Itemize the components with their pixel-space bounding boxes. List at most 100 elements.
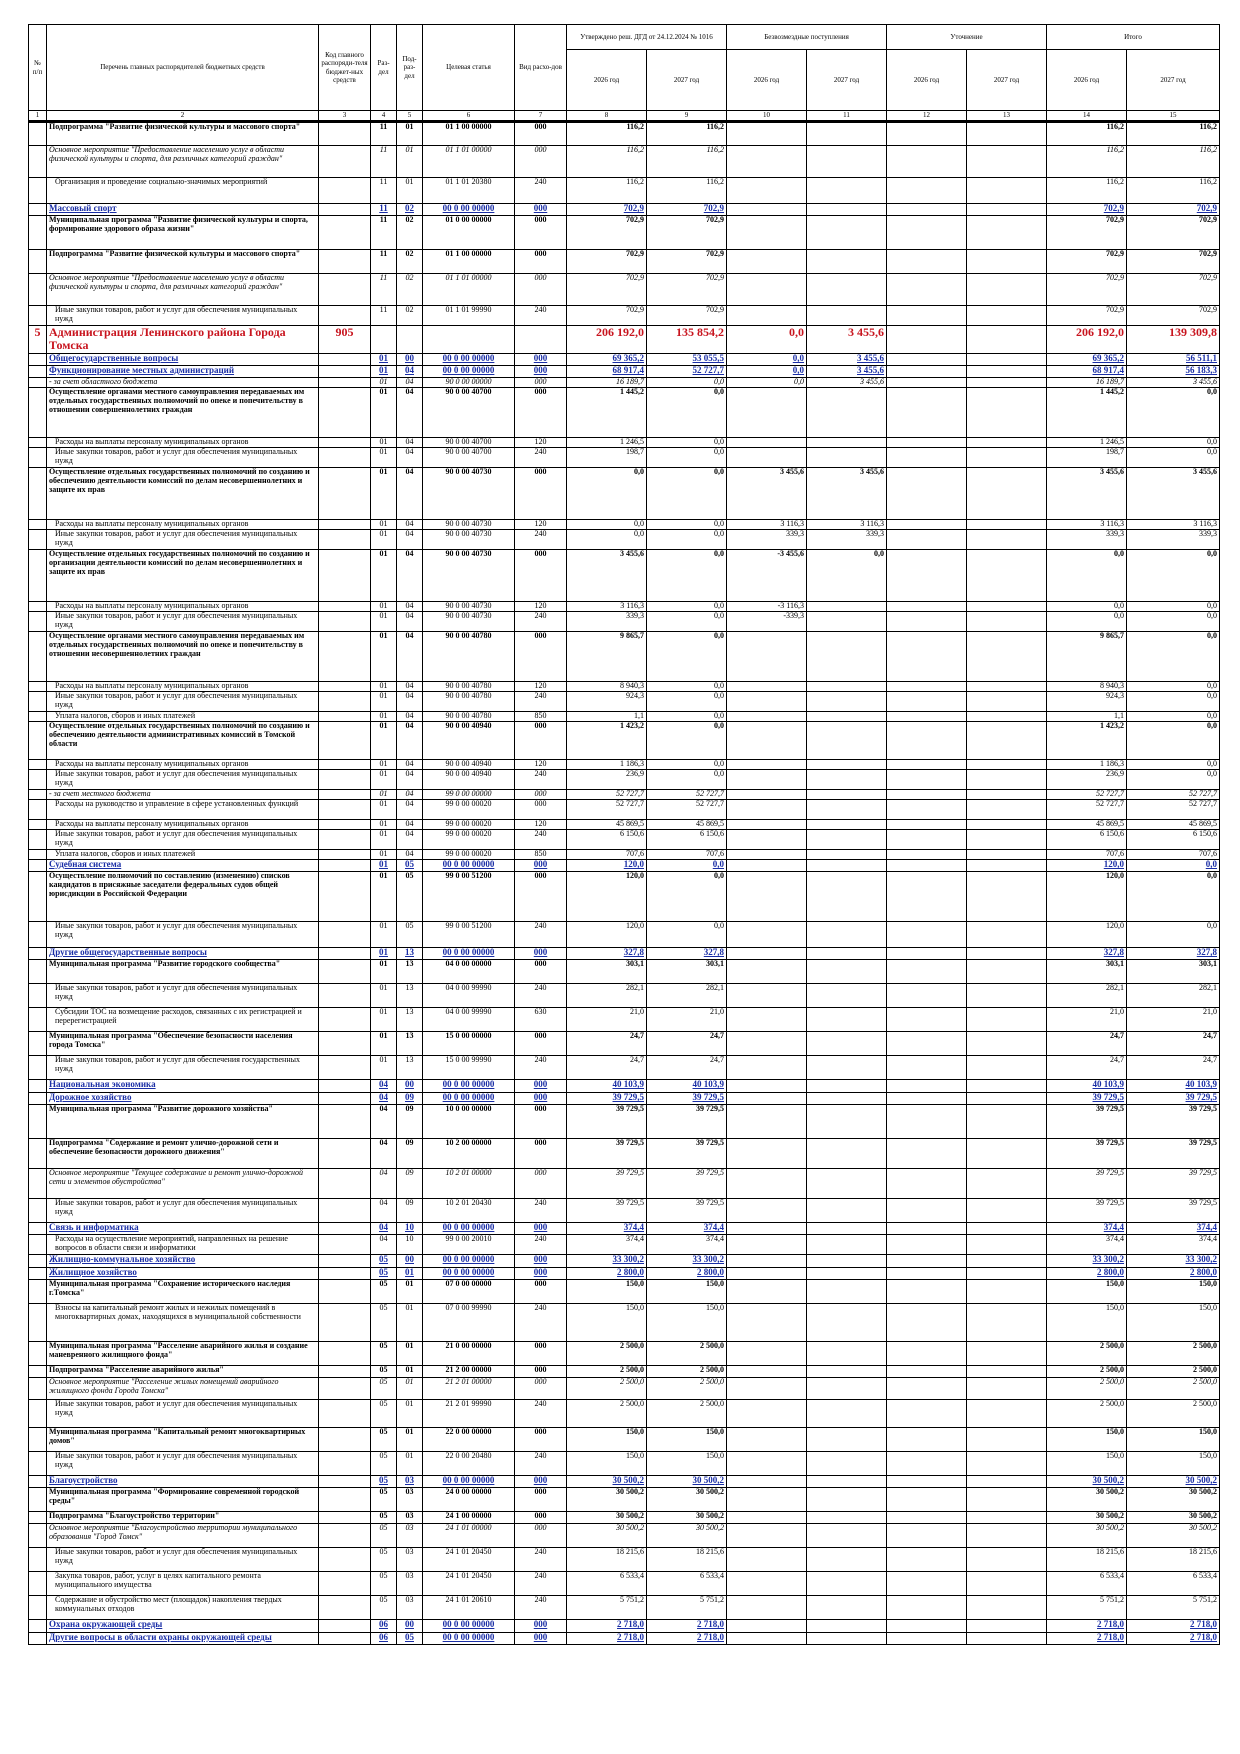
row-razdel: 04 <box>370 1198 397 1223</box>
row-podrazdel: 02 <box>396 215 423 250</box>
table-row: Основное мероприятие "Предоставление нас… <box>28 145 1221 178</box>
row-value: 24,7 <box>1046 1055 1128 1080</box>
row-podrazdel: 04 <box>396 789 423 800</box>
table-row: Иные закупки товаров, работ и услуг для … <box>28 983 1221 1008</box>
table-row: Иные закупки товаров, работ и услуг для … <box>28 691 1221 712</box>
row-value: 0,0 <box>1126 631 1221 682</box>
table-row: - за счет областного бюджета 01 04 90 0 00 … <box>28 377 1221 388</box>
table-row: Жилищно-коммунальное хозяйство 05 00 00 0 0… <box>28 1254 1221 1268</box>
row-vr: 120 <box>514 437 567 448</box>
row-value <box>886 447 968 468</box>
row-value: 24,7 <box>645 1031 728 1056</box>
column-number: 9 <box>645 110 728 123</box>
row-name: - за счет местного бюджета <box>46 789 319 800</box>
row-razdel: 04 <box>370 1222 397 1235</box>
row-name: Массовый спорт <box>46 203 319 216</box>
row-name: Муниципальная программа "Развитие дорожн… <box>46 1104 319 1139</box>
row-number <box>28 1487 47 1512</box>
row-value <box>886 631 968 682</box>
row-number <box>28 1234 47 1255</box>
table-row: Жилищное хозяйство 05 01 00 0 00 00000 000 2 … <box>28 1267 1221 1280</box>
row-value <box>886 681 968 692</box>
row-vr: 000 <box>514 387 567 438</box>
row-podrazdel: 13 <box>396 1007 423 1032</box>
row-value <box>726 1168 808 1199</box>
row-vr: 240 <box>514 611 567 632</box>
row-name: Иные закупки товаров, работ и услуг для … <box>46 1451 319 1476</box>
table-row: Основное мероприятие "Предоставление нас… <box>28 273 1221 306</box>
row-kod <box>318 1427 371 1452</box>
row-value: 40 103,9 <box>1126 1079 1221 1093</box>
row-podrazdel: 04 <box>396 849 423 860</box>
row-value: 374,4 <box>645 1222 728 1235</box>
row-value <box>726 799 808 820</box>
row-value: 116,2 <box>566 121 647 146</box>
row-value: 6 150,6 <box>1046 829 1128 850</box>
row-value: 39 729,5 <box>1126 1198 1221 1223</box>
row-cs: 00 0 00 00000 <box>422 1267 515 1280</box>
row-podrazdel: 04 <box>396 437 423 448</box>
row-vr: 000 <box>514 959 567 984</box>
row-razdel: 05 <box>370 1377 397 1400</box>
row-value <box>886 145 968 178</box>
row-value: 39 729,5 <box>1126 1104 1221 1139</box>
row-name: Муниципальная программа "Развитие физиче… <box>46 215 319 250</box>
row-name: Иные закупки товаров, работ и услуг для … <box>46 1055 319 1080</box>
row-podrazdel: 01 <box>396 1365 423 1378</box>
row-name: Муниципальная программа "Развитие городс… <box>46 959 319 984</box>
row-value <box>966 1547 1048 1572</box>
row-name: Расходы на осуществление мероприятий, на… <box>46 1234 319 1255</box>
row-value <box>806 681 888 692</box>
row-value <box>726 819 808 830</box>
row-value <box>966 1475 1048 1488</box>
row-kod <box>318 829 371 850</box>
row-value <box>966 947 1048 960</box>
row-number <box>28 437 47 448</box>
row-value: 0,0 <box>1126 759 1221 770</box>
row-value: 2 500,0 <box>645 1377 728 1400</box>
row-kod <box>318 447 371 468</box>
row-value: 2 718,0 <box>566 1619 647 1633</box>
row-value <box>726 1279 808 1304</box>
row-value: 120,0 <box>566 921 647 948</box>
table-row: Охрана окружающей среды 06 00 00 0 00 00000… <box>28 1619 1221 1633</box>
row-value <box>726 1198 808 1223</box>
row-value <box>966 1138 1048 1169</box>
row-value: 924,3 <box>1046 691 1128 712</box>
table-row: Расходы на выплаты персоналу муниципальн… <box>28 759 1221 770</box>
row-cs: 00 0 00 00000 <box>422 1619 515 1633</box>
row-value <box>966 1007 1048 1032</box>
row-value: 0,0 <box>1126 601 1221 612</box>
table-row: Муниципальная программа "Обеспечение без… <box>28 1031 1221 1056</box>
row-number <box>28 947 47 960</box>
row-name: - за счет областного бюджета <box>46 377 319 388</box>
row-value <box>806 1031 888 1056</box>
table-row: Связь и информатика 04 10 00 0 00 00000 000 3… <box>28 1222 1221 1235</box>
row-name: Иные закупки товаров, работ и услуг для … <box>46 1547 319 1572</box>
row-razdel: 01 <box>370 769 397 790</box>
row-value: 18 215,6 <box>1126 1547 1221 1572</box>
row-name: Основное мероприятие "Предоставление нас… <box>46 145 319 178</box>
row-value <box>726 1595 808 1620</box>
row-razdel: 04 <box>370 1138 397 1169</box>
row-value <box>966 365 1048 378</box>
row-vr: 000 <box>514 145 567 178</box>
row-value <box>726 215 808 250</box>
row-kod <box>318 769 371 790</box>
row-value: 52 727,7 <box>566 789 647 800</box>
row-value: 702,9 <box>1126 215 1221 250</box>
table-row: Подпрограмма "Развитие физической культу… <box>28 121 1221 146</box>
row-value: 18 215,6 <box>1046 1547 1128 1572</box>
row-value <box>966 1365 1048 1378</box>
row-value <box>966 631 1048 682</box>
row-value: 0,0 <box>645 447 728 468</box>
row-value <box>886 819 968 830</box>
row-vr: 000 <box>514 789 567 800</box>
column-number: 6 <box>422 110 515 123</box>
row-value <box>886 799 968 820</box>
row-kod <box>318 249 371 274</box>
row-value <box>806 721 888 760</box>
row-name: Взносы на капитальный ремонт жилых и неж… <box>46 1303 319 1342</box>
row-vr: 000 <box>514 365 567 378</box>
row-value: 0,0 <box>645 529 728 550</box>
